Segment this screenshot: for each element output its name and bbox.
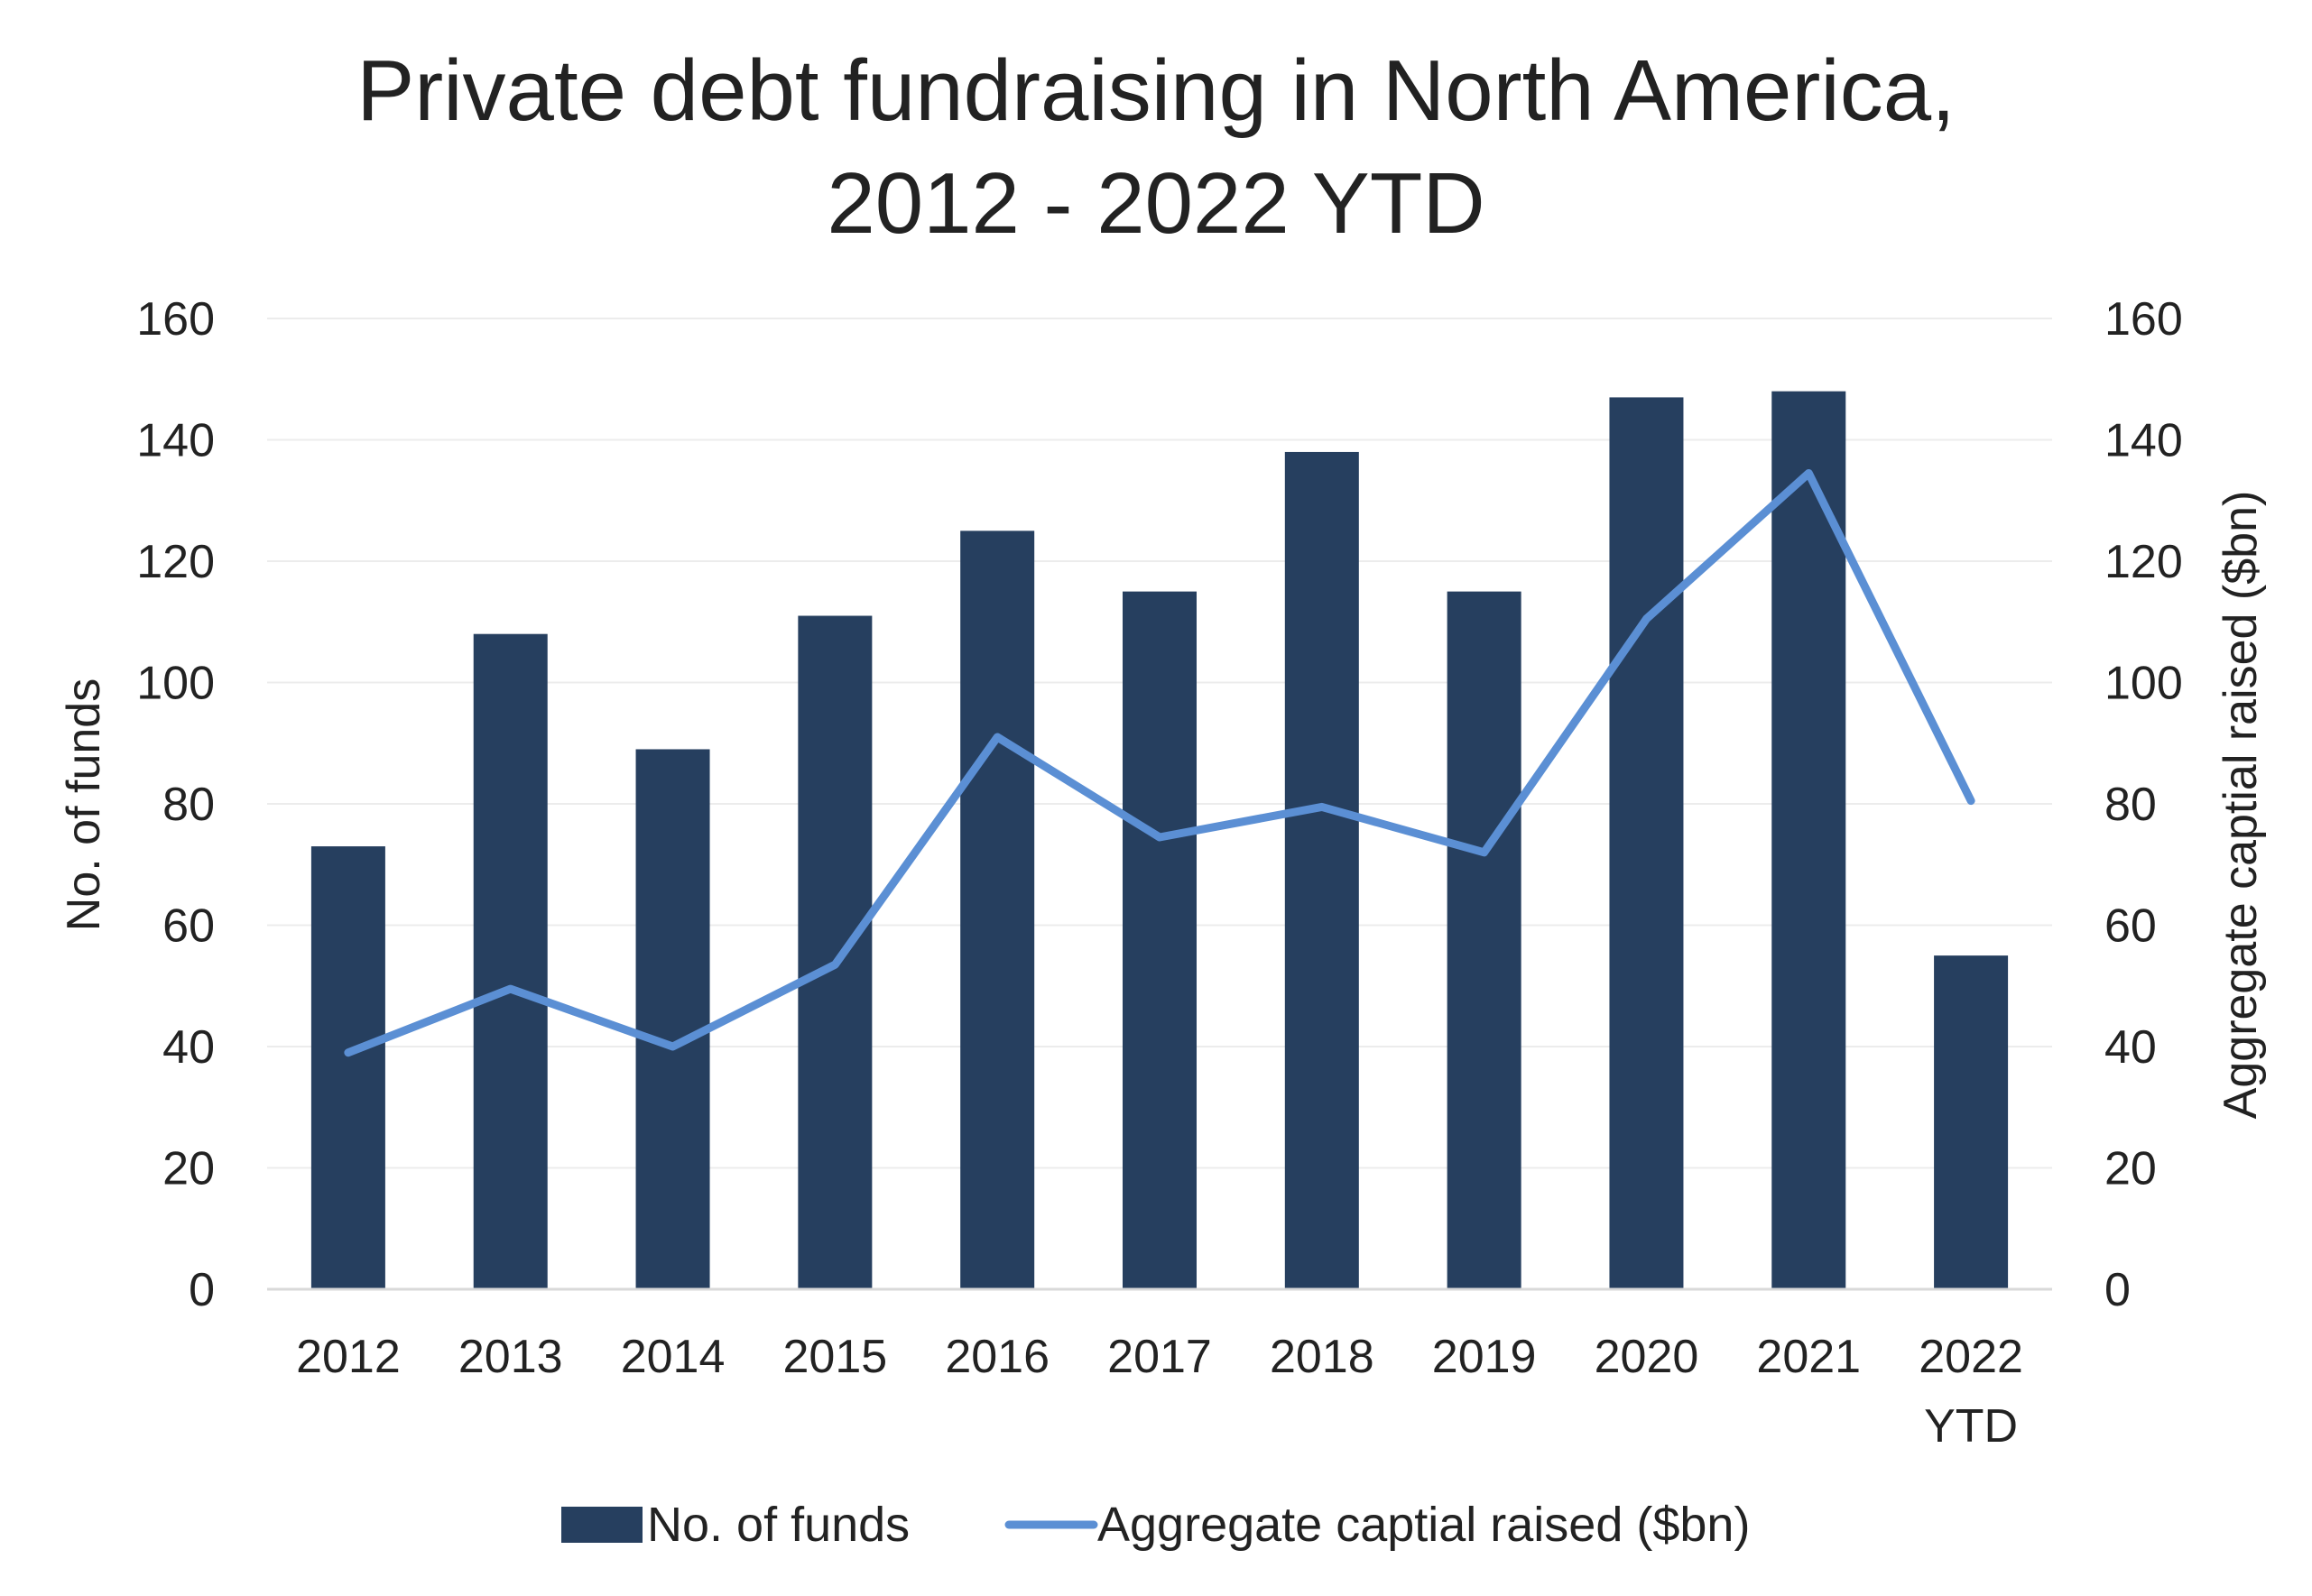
bar-series — [310, 391, 2009, 1289]
y-right-tick-label: 100 — [2104, 658, 2183, 710]
x-tick-label: 2015 — [783, 1331, 888, 1383]
bar — [1934, 955, 2009, 1289]
axes: 0 20 40 60 80 100 120 140 160 0 20 40 60 80 100 120 140 1… — [136, 293, 2183, 1453]
bar — [1771, 391, 1846, 1289]
y-right-tick-label: 20 — [2104, 1143, 2157, 1195]
y-left-tick-label: 0 — [189, 1264, 215, 1316]
y-right-tick-label: 80 — [2104, 779, 2157, 831]
y-right-tick-label: 60 — [2104, 900, 2157, 953]
x-tick-label: 2022 — [1919, 1331, 2023, 1383]
y-left-tick-label: 40 — [162, 1021, 215, 1074]
chart-title-line-2: 2012 - 2022 YTD — [827, 155, 1484, 252]
y-right-tick-label: 40 — [2104, 1021, 2157, 1074]
x-tick-label: 2012 — [296, 1331, 401, 1383]
y-axis-right-label: Aggregate captial raised ($bn) — [2215, 491, 2267, 1120]
x-tick-label: 2013 — [458, 1331, 563, 1383]
line-series — [344, 469, 1975, 1057]
y-left-tick-label: 60 — [162, 900, 215, 953]
x-tick-label: 2018 — [1270, 1331, 1374, 1383]
y-right-tick-label: 120 — [2104, 536, 2183, 588]
y-left-tick-label: 160 — [136, 293, 215, 346]
x-tick-label: 2020 — [1595, 1331, 1699, 1383]
y-right-tick-label: 160 — [2104, 293, 2183, 346]
y-left-tick-label: 80 — [162, 779, 215, 831]
chart-title-line-1: Private debt fundraising in North Americ… — [356, 42, 1956, 139]
y-left-tick-label: 140 — [136, 415, 215, 467]
x-tick-label: 2016 — [945, 1331, 1050, 1383]
bar — [310, 846, 385, 1289]
x-tick-label: 2014 — [621, 1331, 726, 1383]
y-left-tick-label: 100 — [136, 658, 215, 710]
bar — [798, 615, 873, 1289]
x-tick-label: 2017 — [1107, 1331, 1212, 1383]
x-tick-label: 2019 — [1432, 1331, 1537, 1383]
y-right-tick-label: 140 — [2104, 415, 2183, 467]
bar — [1609, 397, 1684, 1289]
x-tick-sublabel: YTD — [1924, 1400, 2018, 1453]
y-right-tick-label: 0 — [2104, 1264, 2131, 1316]
y-axis-left-label: No. of funds — [58, 678, 110, 931]
bar — [1123, 591, 1197, 1289]
bar — [960, 530, 1035, 1289]
legend: No. of funds Aggregate captial raised ($b… — [561, 1498, 1750, 1552]
bar — [473, 633, 548, 1289]
x-tick-label: 2021 — [1756, 1331, 1861, 1383]
legend-label-line: Aggregate captial raised ($bn) — [1097, 1498, 1750, 1552]
y-left-tick-label: 120 — [136, 536, 215, 588]
legend-swatch-bars — [561, 1507, 643, 1543]
bar — [635, 749, 710, 1289]
bar — [1284, 451, 1359, 1289]
bar — [1447, 591, 1521, 1289]
legend-label-bars: No. of funds — [647, 1498, 910, 1552]
y-left-tick-label: 20 — [162, 1143, 215, 1195]
